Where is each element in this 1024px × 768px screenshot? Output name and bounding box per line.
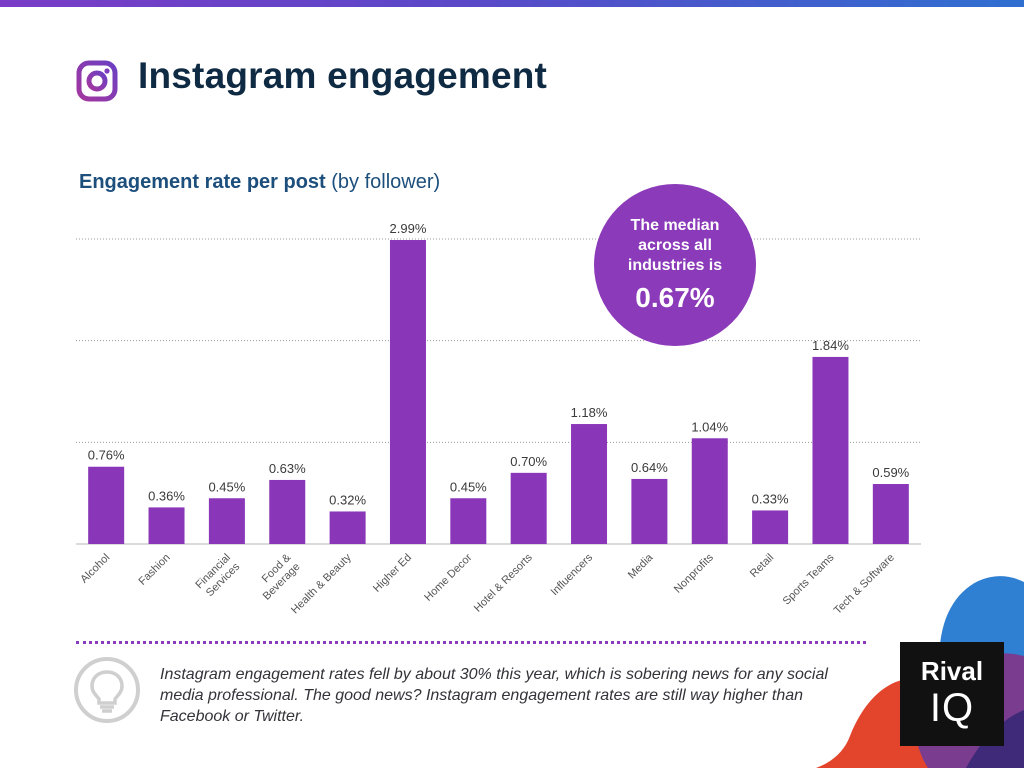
category-label: Hotel & Resorts [472,551,535,614]
bar [631,478,668,544]
bar [148,507,185,544]
data-label: 1.04% [691,419,728,434]
chart-subtitle-rest: (by follower) [325,171,441,193]
category-label: Health & Beauty [289,551,354,616]
data-label: 0.45% [208,479,245,494]
logo-text-rival: Rival [920,656,984,686]
chart-subtitle-bold: Engagement rate per post [79,171,326,193]
data-label: 0.70% [510,454,547,469]
category-label: Alcohol [78,552,112,586]
lightbulb-icon [74,657,140,723]
footnote-text: Instagram engagement rates fell by about… [160,666,828,725]
median-badge-text: The median across all industries is [627,217,723,274]
category-label: Fashion [136,552,172,588]
bar [450,498,487,544]
dotted-divider [76,641,866,644]
category-label: Media [626,551,656,581]
data-label: 1.84% [812,338,849,353]
bar [752,510,789,544]
category-label: Food &Beverage [252,551,303,602]
category-label-line: Media [626,551,656,581]
data-label: 2.99% [390,221,427,236]
data-label: 1.18% [571,405,608,420]
data-label: 0.33% [752,491,789,506]
category-label: Higher Ed [371,552,414,595]
bar [812,356,849,544]
bar [269,479,306,544]
bar [389,240,426,544]
category-label: Influencers [549,551,596,598]
chart-subtitle: Engagement rate per post (by follower) [79,171,440,194]
top-gradient-bar [0,0,1024,7]
bar [872,484,909,544]
rival-iq-logo: Rival IQ [900,642,1004,746]
data-label: 0.45% [450,479,487,494]
category-label-line: Hotel & Resorts [472,551,535,614]
data-label: 0.59% [872,465,909,480]
median-badge: The median across all industries is 0.67… [594,184,756,346]
category-label: FinancialServices [193,551,242,600]
category-label-line: Influencers [549,551,596,598]
bar-chart: 0.76% Alcohol 0.36% Fashion 0.45% FinancialSe… [76,221,921,617]
bar [510,472,547,544]
category-label-line: Fashion [136,552,172,588]
data-label: 0.64% [631,460,668,475]
bar [691,438,728,544]
category-label: Nonprofits [672,551,716,595]
category-label-line: Home Decor [422,551,474,603]
category-label-line: Alcohol [78,552,112,586]
bar [571,424,608,544]
category-label-line: Nonprofits [672,551,716,595]
category-label-line: Health & Beauty [289,551,354,616]
median-badge-value: 0.67% [635,282,715,313]
bar [329,511,366,544]
category-label: Home Decor [422,551,474,603]
instagram-icon [76,60,118,102]
logo-text-iq: IQ [929,686,975,730]
bar [208,498,245,544]
data-label: 0.32% [329,492,366,507]
category-label-line: Higher Ed [371,552,414,595]
data-label: 0.63% [269,461,306,476]
data-label: 0.36% [148,488,185,503]
data-label: 0.76% [88,448,125,463]
page-title: Instagram engagement [138,55,548,96]
bar [88,466,125,544]
